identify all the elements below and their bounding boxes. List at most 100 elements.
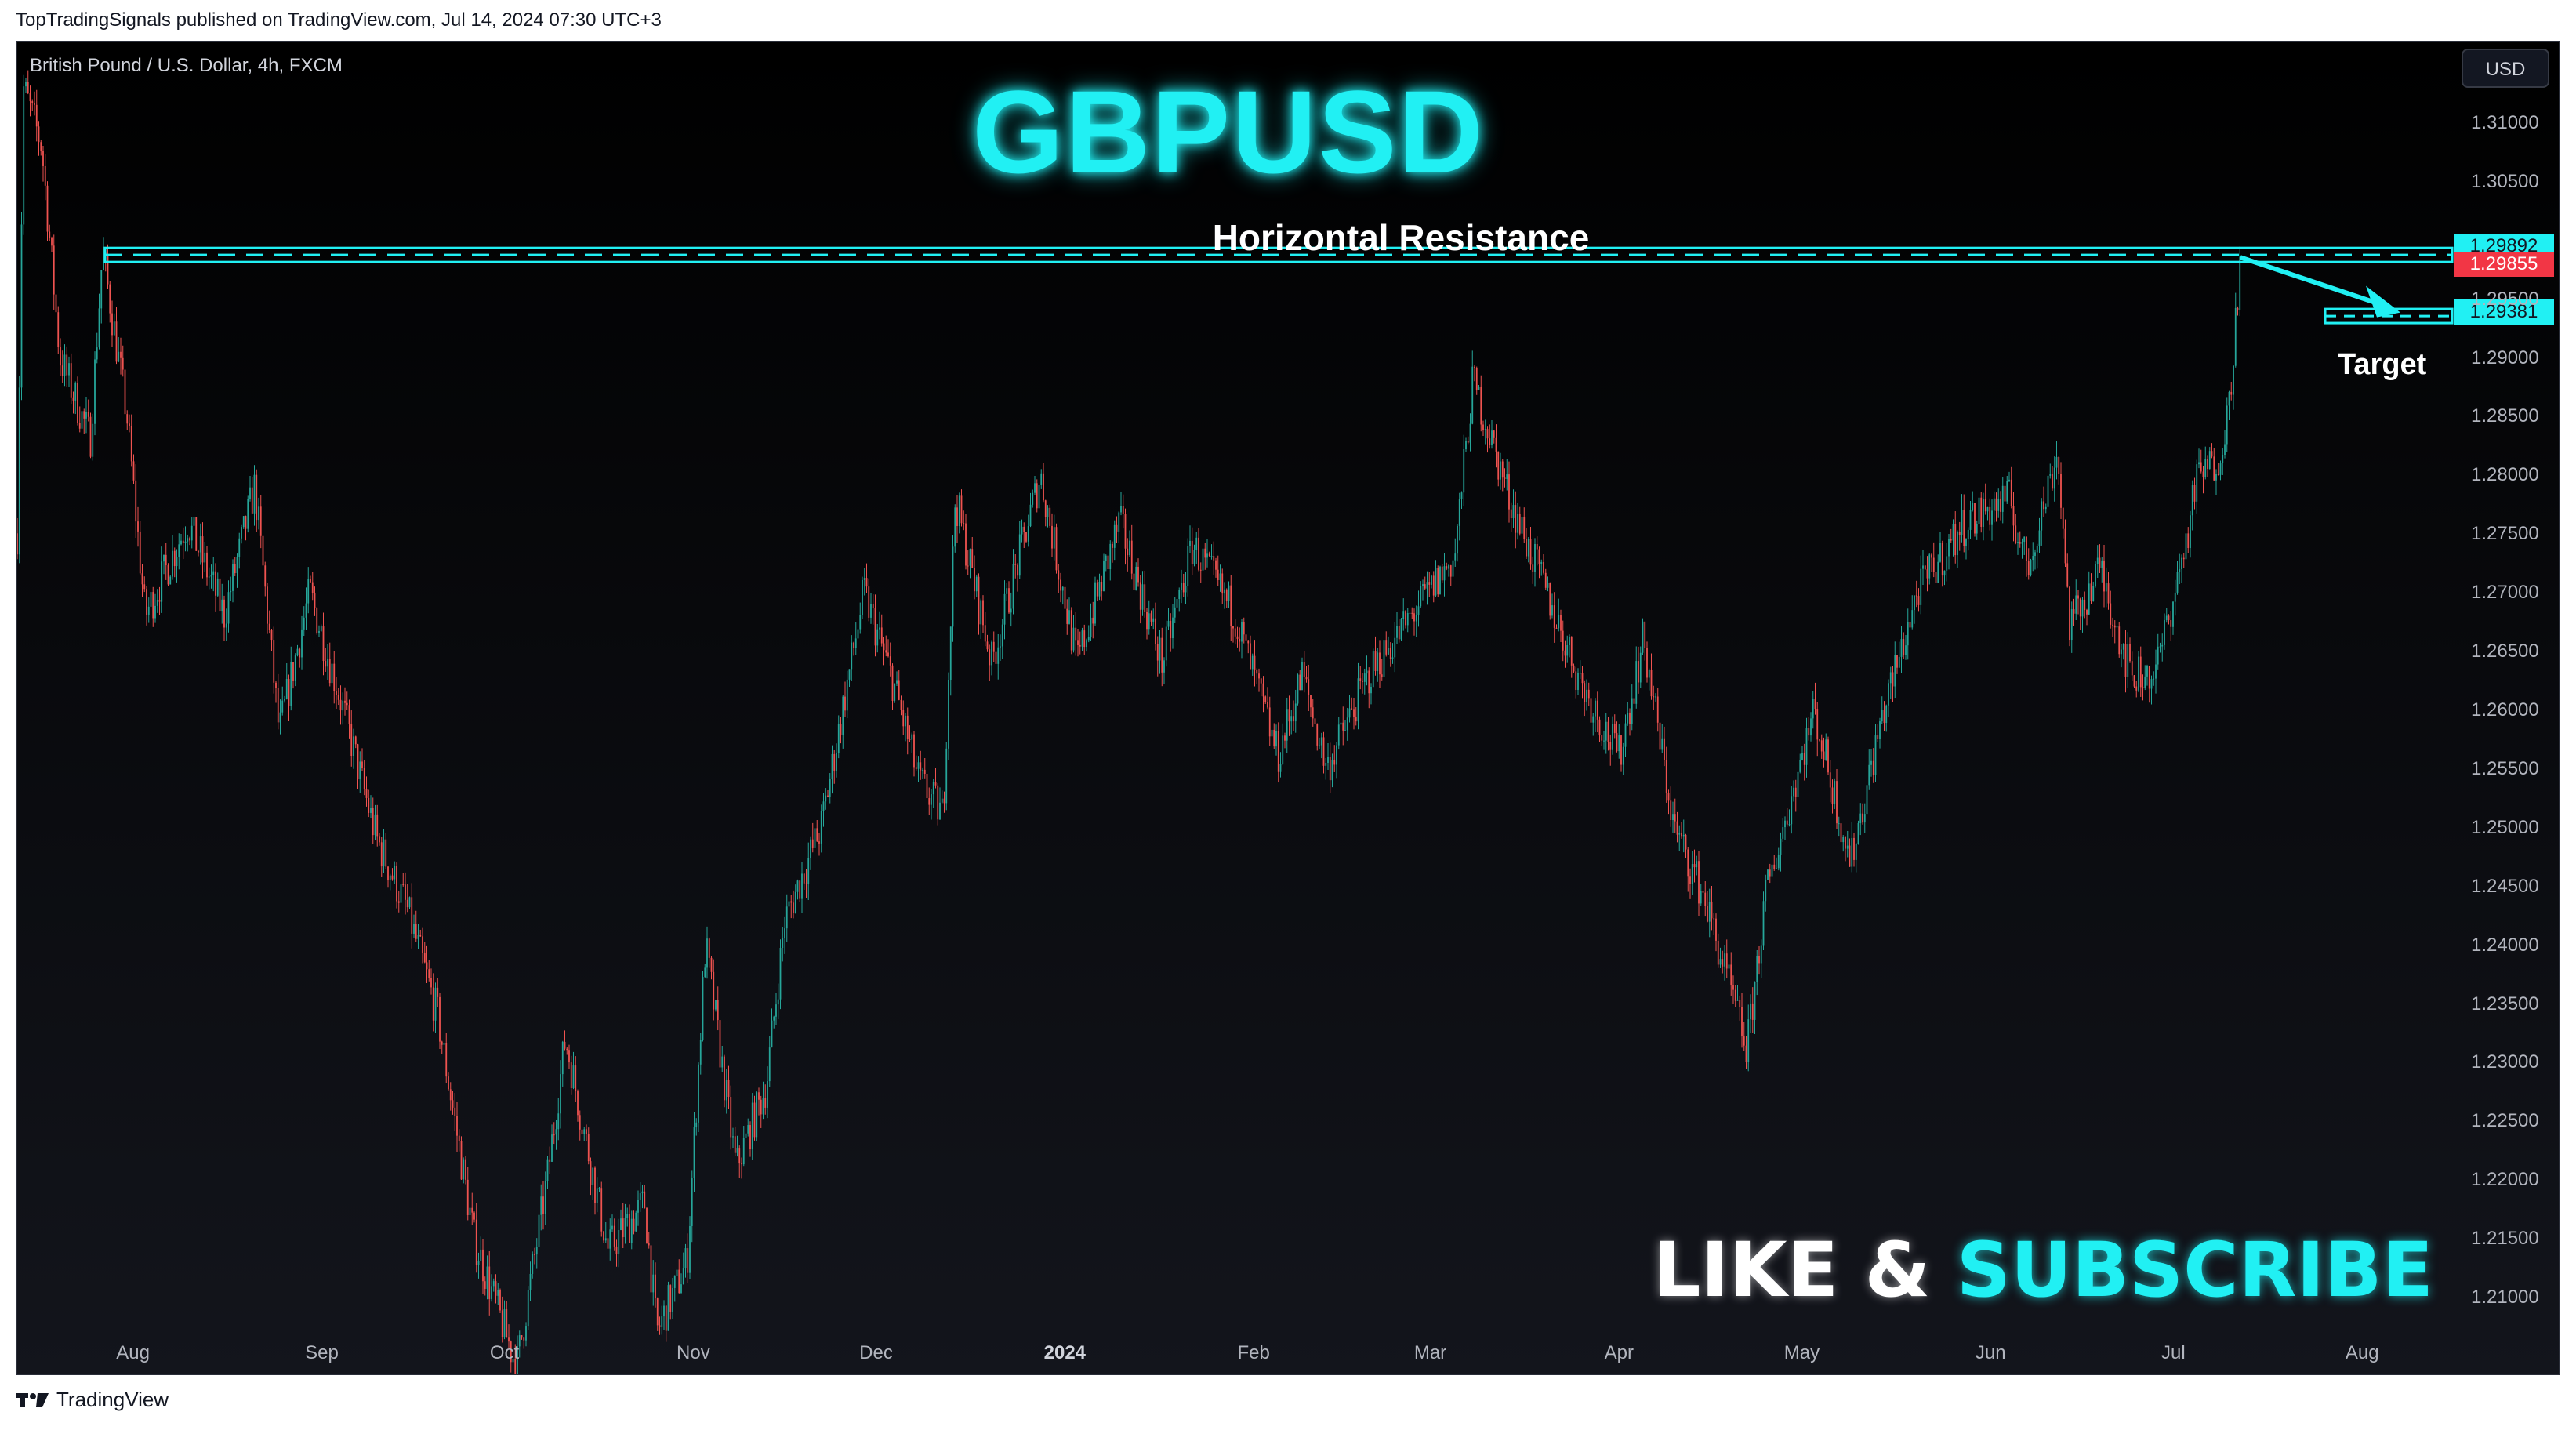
candle-body	[385, 839, 387, 867]
candle-body	[1750, 1003, 1751, 1020]
candle-body	[527, 1290, 529, 1327]
candle-body	[236, 557, 238, 574]
candle-body	[1312, 707, 1314, 719]
candle-body	[443, 1043, 445, 1045]
candle-body	[1569, 637, 1570, 646]
candle-body	[35, 104, 38, 127]
candle-body	[1851, 837, 1853, 867]
candle-body	[1068, 610, 1070, 624]
candle-body	[2217, 474, 2219, 475]
candle-body	[78, 423, 81, 429]
candle-body	[687, 1248, 689, 1273]
candle-body	[943, 798, 945, 804]
candle-body	[1687, 849, 1689, 877]
candle-body	[152, 592, 154, 619]
candle-body	[2226, 405, 2228, 445]
candle-body	[275, 682, 277, 688]
candle-body	[74, 383, 77, 401]
candle-body	[2075, 595, 2077, 614]
candle-body	[663, 1305, 665, 1317]
candle-body	[68, 363, 70, 376]
candle-body	[1518, 514, 1521, 534]
candle-body	[176, 557, 178, 567]
candle-body	[267, 586, 268, 624]
candle-body	[1717, 940, 1719, 965]
candle-body	[495, 1281, 497, 1296]
candle-body	[1086, 640, 1087, 648]
candle-body	[290, 662, 292, 706]
candle-body	[1219, 573, 1221, 581]
candle-body	[1098, 581, 1101, 597]
candle-body	[156, 600, 158, 606]
candle-body	[646, 1208, 648, 1243]
candle-body	[1696, 861, 1698, 868]
candle-body	[2023, 536, 2026, 543]
candle-body	[859, 615, 862, 630]
candle-body	[913, 734, 915, 768]
candle-body	[139, 531, 141, 574]
candle-body	[833, 753, 836, 771]
candle-body	[1674, 814, 1676, 822]
time-axis-label: Mar	[1413, 1342, 1447, 1363]
candle-body	[1161, 637, 1163, 673]
candle-body	[1055, 527, 1058, 571]
candle-body	[85, 412, 87, 419]
price-chart[interactable]	[17, 42, 2560, 1375]
time-axis-label: Aug	[2345, 1342, 2379, 1363]
candle-body	[1107, 555, 1109, 570]
candle-body	[510, 1341, 512, 1363]
candle-body	[223, 599, 225, 628]
symbol-info[interactable]: British Pound / U.S. Dollar, 4h, FXCM	[30, 55, 343, 76]
candle-body	[1974, 503, 1976, 534]
candle-body	[2088, 583, 2090, 615]
candle-body	[592, 1167, 594, 1185]
candle-body	[673, 1276, 676, 1288]
candle-body	[535, 1247, 538, 1255]
candle-body	[1258, 673, 1260, 679]
candle-body	[561, 1041, 564, 1075]
candle-body	[221, 599, 223, 612]
candle-body	[2004, 485, 2006, 502]
candle-body	[147, 606, 150, 615]
candle-body	[937, 785, 939, 820]
candle-body	[208, 576, 210, 578]
candle-body	[1587, 689, 1590, 699]
candle-body	[473, 1212, 475, 1220]
candle-body	[706, 938, 708, 968]
candle-body	[1079, 644, 1081, 647]
candle-body	[782, 938, 784, 949]
candle-body	[842, 696, 844, 735]
candle-body	[1006, 588, 1008, 594]
price-axis-label: 1.31000	[2471, 111, 2539, 133]
footer-brand[interactable]: TradingView	[16, 1388, 169, 1412]
candle-body	[2062, 507, 2064, 529]
candle-body	[2058, 456, 2060, 474]
candle-body	[264, 565, 267, 587]
candle-body	[1236, 636, 1239, 639]
candle-body	[1888, 683, 1889, 706]
candle-body	[1247, 640, 1250, 644]
candle-body	[34, 103, 35, 105]
candle-body	[210, 575, 212, 577]
candle-body	[967, 565, 969, 567]
candle-body	[1598, 719, 1601, 736]
candle-body	[1704, 892, 1707, 906]
candle-body	[857, 629, 859, 639]
chart-frame[interactable]: British Pound / U.S. Dollar, 4h, FXCM US…	[16, 41, 2560, 1375]
candle-body	[432, 987, 434, 1021]
candle-body	[1467, 441, 1469, 443]
candle-body	[1299, 674, 1301, 691]
candle-body	[1983, 499, 1984, 527]
candle-body	[288, 679, 290, 706]
candle-body	[1144, 584, 1146, 612]
candle-body	[49, 231, 51, 238]
candle-body	[583, 1129, 586, 1134]
currency-button[interactable]: USD	[2462, 49, 2549, 88]
candle-body	[1441, 566, 1443, 581]
candle-body	[1090, 617, 1092, 637]
candle-body	[1167, 621, 1170, 627]
candle-body	[310, 579, 311, 583]
candle-body	[607, 1238, 609, 1249]
candle-body	[1182, 583, 1185, 593]
candle-body	[328, 659, 331, 684]
